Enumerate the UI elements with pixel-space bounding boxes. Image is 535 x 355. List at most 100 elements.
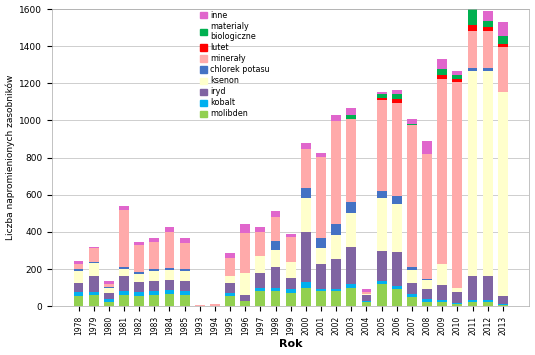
Bar: [362, 295, 371, 301]
Bar: [165, 270, 174, 280]
Bar: [104, 284, 114, 287]
Bar: [149, 295, 159, 306]
Bar: [331, 235, 341, 259]
Bar: [407, 125, 417, 267]
Bar: [240, 233, 250, 273]
Bar: [165, 268, 174, 270]
Bar: [377, 94, 386, 98]
Bar: [407, 124, 417, 125]
Bar: [149, 238, 159, 242]
Bar: [468, 302, 477, 306]
Bar: [377, 251, 386, 281]
Bar: [407, 270, 417, 283]
Bar: [498, 36, 508, 44]
Bar: [498, 304, 508, 305]
Bar: [483, 275, 493, 300]
Bar: [498, 296, 508, 304]
Bar: [286, 293, 296, 306]
Bar: [180, 271, 189, 281]
Bar: [271, 251, 280, 267]
Bar: [286, 278, 296, 289]
Bar: [256, 291, 265, 306]
Bar: [422, 141, 432, 154]
Bar: [149, 269, 159, 271]
Bar: [483, 11, 493, 22]
Bar: [483, 68, 493, 71]
Bar: [362, 302, 371, 306]
Bar: [422, 289, 432, 299]
Bar: [392, 204, 402, 252]
Bar: [346, 288, 356, 306]
Bar: [468, 68, 477, 71]
Bar: [271, 211, 280, 217]
Bar: [149, 271, 159, 281]
Bar: [104, 280, 114, 284]
Bar: [331, 121, 341, 224]
Bar: [453, 82, 462, 288]
Bar: [149, 242, 159, 269]
Bar: [104, 287, 114, 288]
Bar: [437, 59, 447, 70]
Bar: [346, 247, 356, 284]
Bar: [119, 295, 129, 306]
Bar: [437, 70, 447, 75]
Bar: [104, 293, 114, 299]
Bar: [180, 291, 189, 295]
Bar: [225, 275, 235, 283]
Bar: [316, 291, 326, 306]
Bar: [134, 242, 144, 245]
Bar: [180, 269, 189, 271]
Bar: [377, 191, 386, 197]
Bar: [468, 275, 477, 300]
Bar: [453, 304, 462, 306]
Bar: [468, 25, 477, 31]
Bar: [346, 119, 356, 202]
Bar: [316, 264, 326, 289]
Bar: [89, 292, 98, 295]
Bar: [134, 245, 144, 272]
Bar: [316, 157, 326, 239]
Bar: [89, 248, 98, 262]
Bar: [392, 289, 402, 306]
Bar: [468, 0, 477, 7]
Bar: [301, 197, 311, 232]
Bar: [453, 288, 462, 292]
Bar: [89, 295, 98, 306]
Bar: [301, 282, 311, 288]
Bar: [483, 27, 493, 31]
Bar: [149, 281, 159, 291]
Bar: [331, 224, 341, 235]
Bar: [119, 277, 129, 291]
Bar: [89, 275, 98, 292]
Bar: [74, 264, 83, 269]
Bar: [256, 273, 265, 288]
Bar: [286, 237, 296, 262]
Bar: [346, 284, 356, 288]
Bar: [437, 302, 447, 306]
Bar: [240, 273, 250, 295]
Bar: [74, 296, 83, 306]
Bar: [104, 301, 114, 306]
Bar: [498, 48, 508, 92]
Bar: [180, 243, 189, 269]
Bar: [392, 94, 402, 99]
Bar: [256, 288, 265, 291]
Bar: [498, 22, 508, 36]
Bar: [271, 217, 280, 241]
Bar: [165, 280, 174, 290]
Bar: [422, 299, 432, 301]
Bar: [362, 301, 371, 302]
Bar: [468, 71, 477, 275]
Bar: [437, 264, 447, 285]
Bar: [256, 232, 265, 256]
Bar: [437, 300, 447, 302]
Bar: [271, 241, 280, 251]
Bar: [134, 282, 144, 292]
Bar: [256, 227, 265, 232]
X-axis label: Rok: Rok: [279, 339, 302, 349]
Bar: [89, 247, 98, 248]
Bar: [468, 300, 477, 302]
Bar: [165, 290, 174, 294]
Bar: [165, 294, 174, 306]
Bar: [498, 92, 508, 296]
